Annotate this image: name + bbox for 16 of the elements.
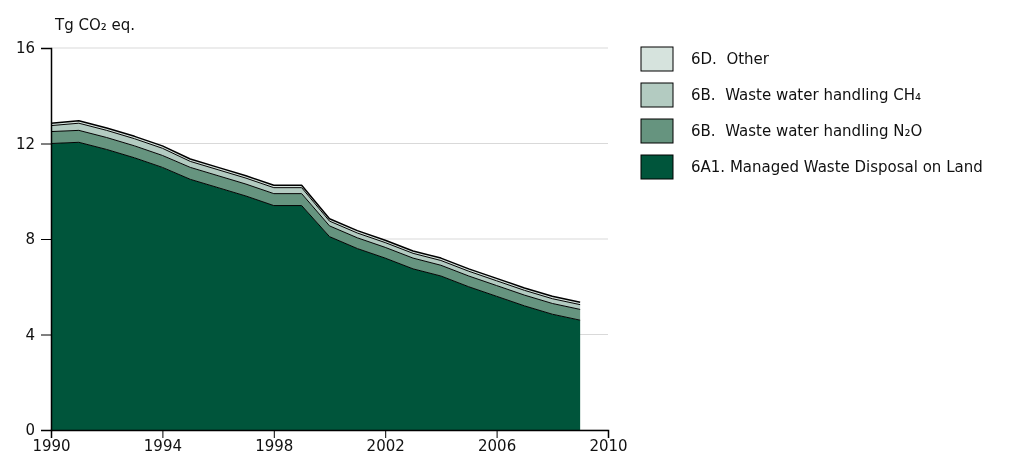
y-tick-label: 4: [25, 325, 35, 344]
y-tick-label: 16: [15, 39, 35, 58]
legend-label: 6A1. Managed Waste Disposal on Land: [691, 158, 983, 176]
legend-label: 6B. Waste water handling CH₄: [691, 86, 922, 104]
x-tick-label: 1998: [255, 436, 294, 455]
x-tick-label: 2010: [589, 436, 628, 455]
x-tick-label: 1990: [32, 436, 71, 455]
x-tick-label: 1994: [143, 436, 182, 455]
x-tick-label: 2006: [478, 436, 517, 455]
y-tick-label: 12: [15, 134, 35, 153]
y-tick-label: 8: [25, 230, 35, 249]
y-axis-title: Tg CO₂ eq.: [54, 16, 136, 34]
legend-label: 6D. Other: [691, 50, 770, 68]
x-tick-label: 2002: [366, 436, 405, 455]
y-tick-label: 0: [25, 421, 35, 440]
legend-label: 6B. Waste water handling N₂O: [691, 122, 923, 140]
